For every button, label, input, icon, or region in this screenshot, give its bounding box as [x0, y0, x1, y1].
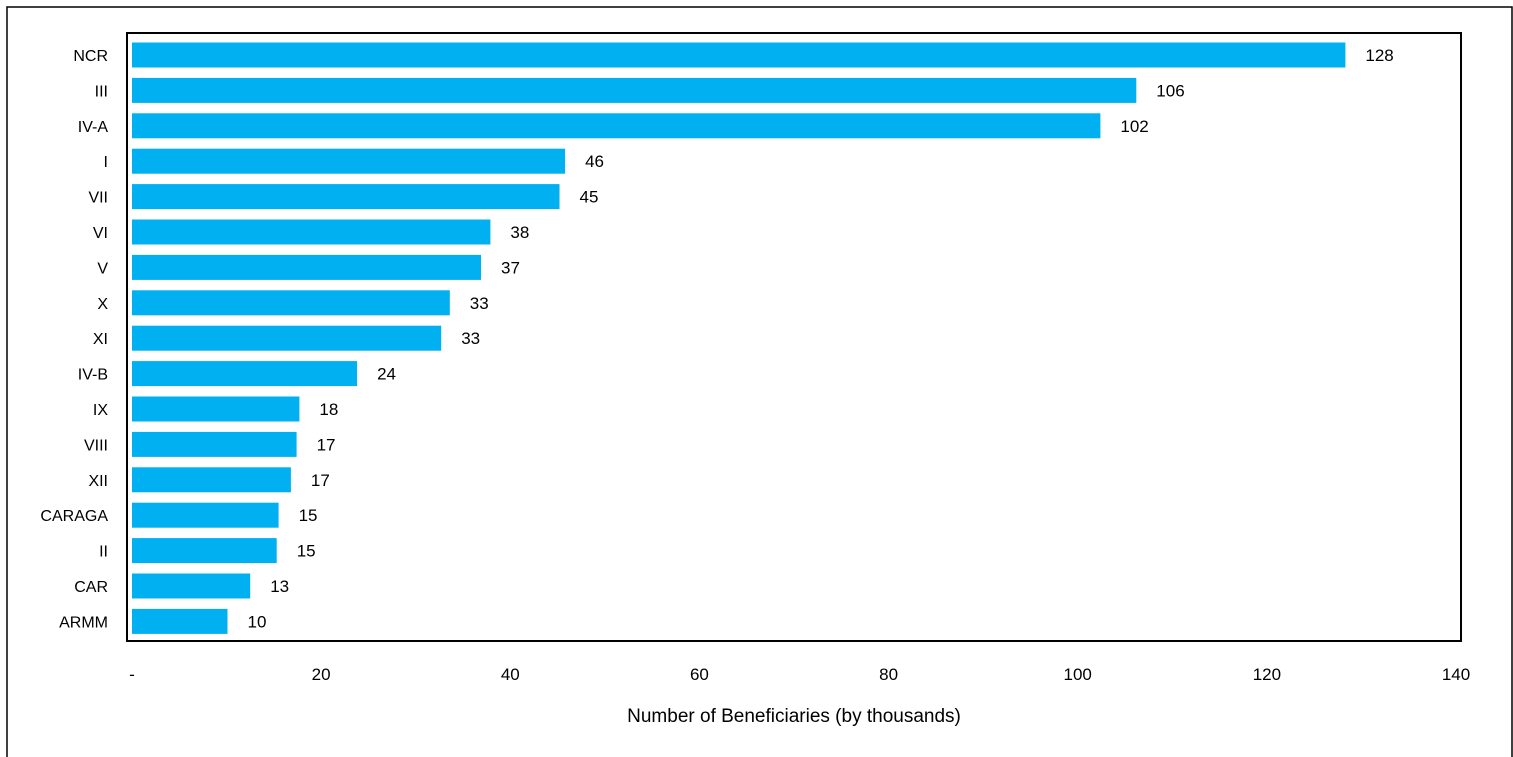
x-tick-label-7: 140: [1442, 665, 1470, 684]
data-label-vi: 38: [510, 223, 529, 242]
category-label-xi: XI: [93, 331, 108, 348]
bar-vi: [132, 219, 491, 245]
plot-area-border: [126, 32, 1462, 642]
data-label-ix: 18: [319, 400, 338, 419]
category-label-i: I: [104, 154, 108, 171]
bar-xi: [132, 325, 442, 351]
bar-iv-a: [132, 113, 1101, 139]
data-label-vii: 45: [580, 188, 599, 207]
category-label-x: X: [97, 296, 108, 313]
data-label-viii: 17: [317, 435, 336, 454]
bars-layer: [132, 42, 1346, 634]
data-label-ncr: 128: [1365, 46, 1393, 65]
bar-x: [132, 290, 450, 316]
bar-xii: [132, 467, 291, 493]
x-axis-ticks: - 20 40 60 80 100 120 140: [129, 665, 1470, 684]
bar-i: [132, 148, 566, 174]
data-label-xi: 33: [461, 329, 480, 348]
category-label-iv-a: IV-A: [78, 119, 109, 136]
bar-ix: [132, 396, 300, 422]
category-label-armm: ARMM: [59, 614, 108, 631]
x-tick-label-2: 40: [501, 665, 520, 684]
bar-viii: [132, 431, 297, 457]
category-label-car: CAR: [74, 579, 108, 596]
x-tick-label-5: 100: [1064, 665, 1092, 684]
x-tick-label-1: 20: [312, 665, 331, 684]
data-label-x: 33: [470, 294, 489, 313]
x-tick-label-6: 120: [1253, 665, 1281, 684]
category-label-ii: II: [99, 544, 108, 561]
category-label-vii: VII: [88, 190, 108, 207]
labels-layer: NCR 128 III 106 IV-A 102 I 46 VII 45 VI 38 V 37 X 33 XI 3…: [40, 46, 1393, 631]
data-label-iv-b: 24: [377, 365, 396, 384]
chart-area-border: [6, 6, 1513, 757]
category-label-iv-b: IV-B: [78, 367, 108, 384]
category-label-ix: IX: [93, 402, 108, 419]
data-label-caraga: 15: [299, 506, 318, 525]
bar-iv-b: [132, 361, 358, 387]
x-axis-title: Number of Beneficiaries (by thousands): [627, 706, 961, 727]
data-label-ii: 15: [297, 542, 316, 561]
bar-armm: [132, 608, 228, 634]
bar-iii: [132, 77, 1137, 103]
category-label-ncr: NCR: [73, 48, 108, 65]
bar-ii: [132, 538, 277, 564]
category-label-viii: VIII: [84, 437, 108, 454]
data-label-i: 46: [585, 152, 604, 171]
bar-vii: [132, 184, 560, 210]
category-label-iii: III: [95, 83, 108, 100]
x-tick-label-4: 80: [879, 665, 898, 684]
bar-ncr: [132, 42, 1346, 68]
category-label-xii: XII: [88, 473, 108, 490]
category-label-v: V: [97, 260, 108, 277]
bar-caraga: [132, 502, 279, 528]
category-label-vi: VI: [93, 225, 108, 242]
bar-v: [132, 254, 481, 280]
category-label-caraga: CARAGA: [40, 508, 108, 525]
data-label-iii: 106: [1156, 81, 1184, 100]
x-tick-label-0: -: [129, 665, 135, 684]
data-label-iv-a: 102: [1120, 117, 1148, 136]
x-tick-label-3: 60: [690, 665, 709, 684]
data-label-armm: 10: [248, 612, 267, 631]
data-label-v: 37: [501, 258, 520, 277]
data-label-xii: 17: [311, 471, 330, 490]
bar-car: [132, 573, 251, 599]
data-label-car: 13: [270, 577, 289, 596]
